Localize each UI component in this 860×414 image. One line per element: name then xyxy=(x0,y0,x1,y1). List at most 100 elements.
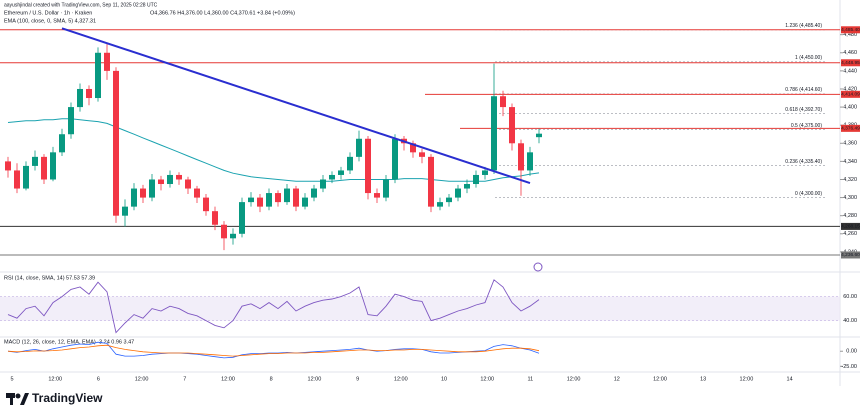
fib-label: 0.236 (4,335.40) xyxy=(785,159,822,165)
candle-body xyxy=(239,202,245,234)
x-tick-label: 13 xyxy=(700,376,706,382)
candle-body xyxy=(176,174,182,180)
x-tick-label: 8 xyxy=(270,376,273,382)
candle-body xyxy=(113,70,119,216)
info-icon[interactable] xyxy=(533,262,543,272)
level-label: 4,376.49 xyxy=(841,126,860,132)
y-tick-label: -25.00 xyxy=(841,364,857,370)
ohlc: O4,366.76 H4,376.00 L4,360.00 C4,370.61 … xyxy=(150,10,295,16)
y-tick-label: 4,320 xyxy=(843,177,857,183)
candle-body xyxy=(167,174,173,185)
candle-body xyxy=(356,138,362,157)
logo xyxy=(6,393,29,405)
fib-label: 0.786 (4,414.60) xyxy=(785,87,822,93)
y-tick-label: 4,340 xyxy=(843,159,857,165)
candle-body xyxy=(23,165,29,189)
ema-line xyxy=(7,118,540,182)
candle-body xyxy=(212,211,218,225)
candle-body xyxy=(518,143,524,171)
fib-label: 0.5 (4,375.00) xyxy=(791,123,822,129)
macd-line xyxy=(7,341,540,359)
x-tick-label: 6 xyxy=(97,376,100,382)
candle-body xyxy=(293,188,299,207)
candle-body xyxy=(329,174,335,180)
candle-body xyxy=(59,134,65,153)
candle-body xyxy=(32,156,38,166)
candle-body xyxy=(428,156,434,207)
candle-body xyxy=(50,152,56,180)
candle-body xyxy=(266,193,272,207)
candle-body xyxy=(185,179,191,189)
candle-body xyxy=(437,202,443,207)
candle-body xyxy=(248,197,254,203)
candle-body xyxy=(302,197,308,207)
brand: TradingView xyxy=(32,391,103,405)
candle-body xyxy=(68,107,74,135)
candle-body xyxy=(320,179,326,189)
y-tick-label: 4,440 xyxy=(843,68,857,74)
candle-body xyxy=(410,143,416,153)
candle-body xyxy=(536,133,542,138)
fib-label: 0.618 (4,392.70) xyxy=(785,107,822,113)
level-tag xyxy=(841,59,860,67)
candle-body xyxy=(347,156,353,171)
candle-body xyxy=(482,170,488,175)
candle-body xyxy=(446,197,452,203)
rsi-band xyxy=(0,296,840,321)
symbol: Ethereum / U.S. Dollar · 1h · Kraken xyxy=(4,10,92,16)
x-tick-label: 9 xyxy=(356,376,359,382)
x-tick-label: 12:00 xyxy=(653,376,667,382)
candle-body xyxy=(464,184,470,189)
x-tick-label: 12:00 xyxy=(394,376,408,382)
candle-body xyxy=(14,170,20,189)
fib-label: 0 (4,300.00) xyxy=(795,191,822,197)
y-tick-label: 4,480 xyxy=(843,32,857,38)
candle-body xyxy=(365,138,371,194)
candle-body xyxy=(455,188,461,198)
x-tick-label: 12:00 xyxy=(48,376,62,382)
y-tick-label: 4,300 xyxy=(843,195,857,201)
y-tick-label: 40.00 xyxy=(843,318,857,324)
y-tick-label: 4,260 xyxy=(843,231,857,237)
macd-line xyxy=(7,344,540,357)
y-tick-label: 4,280 xyxy=(843,213,857,219)
candle-body xyxy=(131,188,137,207)
y-tick-label: 4,460 xyxy=(843,50,857,56)
y-tick-label: 60.00 xyxy=(843,294,857,300)
candle-body xyxy=(122,206,128,216)
candle-body xyxy=(275,193,281,203)
candle-body xyxy=(203,197,209,212)
y-tick-label: 4,420 xyxy=(843,86,857,92)
candle-body xyxy=(77,88,83,108)
x-tick-label: 12:00 xyxy=(135,376,149,382)
x-tick-label: 12:00 xyxy=(221,376,235,382)
candle-body xyxy=(149,179,155,198)
level-label: 4,236.60 xyxy=(841,252,860,258)
candle-body xyxy=(491,96,497,171)
level-label: 4,268.15 xyxy=(841,224,860,230)
x-tick-label: 12:00 xyxy=(740,376,754,382)
author-line: aayushjindal created with TradingView.co… xyxy=(4,2,158,8)
level-tag xyxy=(841,90,860,98)
candle-body xyxy=(500,96,506,108)
fib-label: 1 (4,450.00) xyxy=(795,55,822,61)
y-tick-label: 4,360 xyxy=(843,141,857,147)
level-tag xyxy=(841,222,860,230)
x-tick-label: 7 xyxy=(183,376,186,382)
level-tag xyxy=(841,251,860,259)
rsi-line xyxy=(7,279,540,334)
candle-body xyxy=(140,188,146,198)
candle-body xyxy=(284,188,290,203)
fib-label: 1.236 (4,485.40) xyxy=(785,23,822,29)
candle-body xyxy=(158,179,164,185)
candle-body xyxy=(86,88,92,99)
candle-body xyxy=(311,188,317,198)
macd-label: MACD (12, 26, close, 12, EMA, EMA) -3.24… xyxy=(4,339,134,345)
trendline xyxy=(61,27,531,185)
y-tick-label: 4,400 xyxy=(843,105,857,111)
level-tag xyxy=(841,26,860,34)
candle-body xyxy=(194,188,200,198)
y-tick-label: 0.00 xyxy=(846,349,857,355)
